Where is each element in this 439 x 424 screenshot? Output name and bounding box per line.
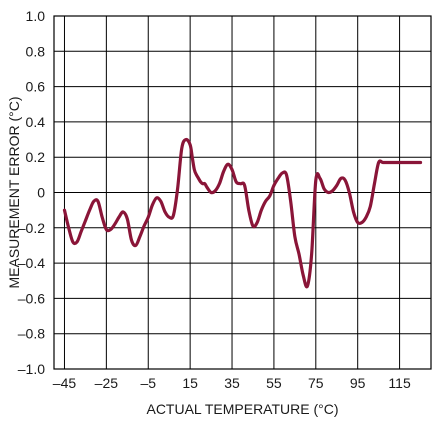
y-tick-label: –1.0 bbox=[18, 361, 45, 377]
y-tick-label: 0.8 bbox=[26, 43, 46, 59]
plot-frame bbox=[53, 15, 432, 370]
y-tick-label: 0.2 bbox=[26, 149, 46, 165]
y-tick-label: –0.2 bbox=[18, 220, 45, 236]
y-tick-label: 0.4 bbox=[26, 114, 46, 130]
y-tick-label: 0 bbox=[37, 185, 45, 201]
y-axis-title: MEASUREMENT ERROR (°C) bbox=[6, 96, 22, 288]
x-tick-labels: –45 –25 –5 15 35 55 75 95 115 bbox=[53, 375, 411, 391]
x-tick-label: 115 bbox=[388, 375, 411, 391]
y-tick-label: –0.6 bbox=[18, 290, 45, 306]
y-tick-labels: 1.0 0.8 0.6 0.4 0.2 0 –0.2 –0.4 –0.6 –0.8 –1.0 bbox=[18, 8, 45, 377]
series-line bbox=[62, 137, 423, 289]
x-tick-label: –45 bbox=[53, 375, 77, 391]
x-tick-label: 95 bbox=[350, 375, 366, 391]
x-axis-title: ACTUAL TEMPERATURE (°C) bbox=[146, 401, 338, 417]
x-tick-label: 35 bbox=[224, 375, 240, 391]
series-layer bbox=[62, 137, 423, 289]
y-tick-label: 1.0 bbox=[26, 8, 46, 24]
y-tick-label: 0.6 bbox=[26, 79, 46, 95]
x-tick-label: –5 bbox=[140, 375, 156, 391]
plot-border bbox=[53, 15, 432, 370]
grid-layer bbox=[54, 15, 431, 370]
x-tick-label: 55 bbox=[266, 375, 282, 391]
y-tick-label: –0.4 bbox=[18, 255, 45, 271]
x-tick-label: 75 bbox=[308, 375, 324, 391]
x-tick-label: –25 bbox=[95, 375, 119, 391]
x-tick-label: 15 bbox=[182, 375, 198, 391]
y-tick-label: –0.8 bbox=[18, 326, 45, 342]
